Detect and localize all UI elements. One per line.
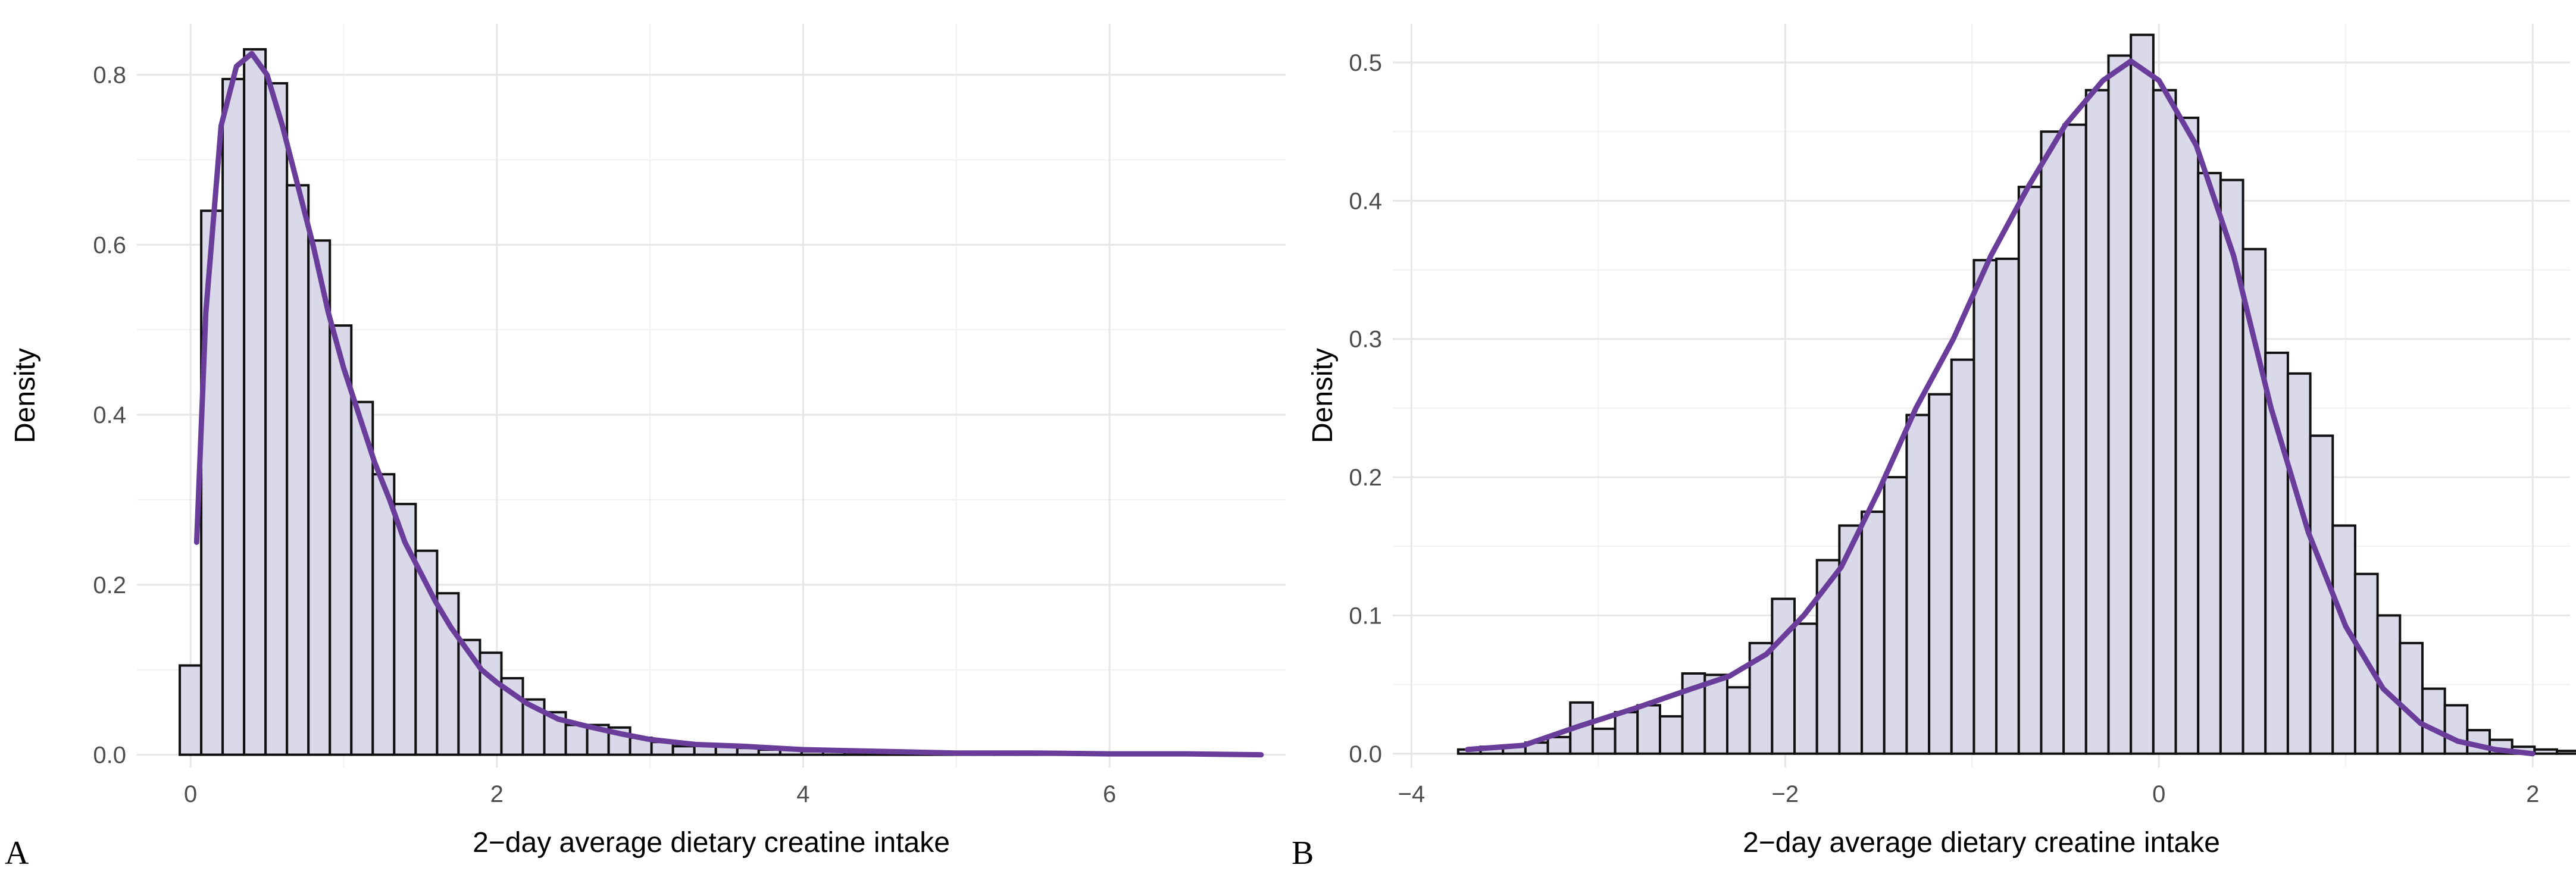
histogram-bar xyxy=(2152,89,2177,755)
histogram-bar xyxy=(1748,641,1774,755)
histogram-bar xyxy=(393,503,417,756)
histogram-bar xyxy=(371,473,396,756)
histogram-bar xyxy=(671,745,696,756)
histogram-bar xyxy=(1861,510,1886,755)
x-tick-label: −2 xyxy=(1772,781,1799,807)
x-tick-label: 4 xyxy=(796,781,809,807)
histogram-bar xyxy=(1793,622,1818,755)
density-curve xyxy=(193,51,1264,758)
histogram-bar xyxy=(329,324,353,756)
histogram-bar xyxy=(2197,171,2222,755)
histogram-bar xyxy=(564,723,589,756)
histogram-bar xyxy=(2062,123,2087,755)
y-tick-label: 0.1 xyxy=(1349,603,1382,629)
histogram-bar xyxy=(179,664,203,756)
histogram-bar xyxy=(2107,54,2133,755)
panel-label: A xyxy=(5,835,29,871)
histogram-bar xyxy=(1972,259,1998,755)
panel-a: 0.0 0.2 0.4 0.6 0.8 0 2 4 6 2−day average dietary… xyxy=(5,24,1286,871)
histogram-bar xyxy=(2533,748,2559,755)
y-tick-label: 0.0 xyxy=(93,742,126,769)
histogram-bar xyxy=(2130,33,2155,755)
x-axis-title: 2−day average dietary creatine intake xyxy=(473,827,950,859)
y-axis-title: Density xyxy=(1307,348,1339,443)
histogram-bar xyxy=(2219,178,2244,755)
x-tick-label: 2 xyxy=(490,781,504,807)
y-tick-label: 0.3 xyxy=(1349,327,1382,353)
histogram-bar xyxy=(2174,116,2200,755)
density-curve xyxy=(1465,58,2536,757)
histogram-bar xyxy=(2040,130,2065,755)
histogram-bar xyxy=(2017,186,2043,755)
x-tick-label: 0 xyxy=(184,781,197,807)
x-tick-label: 6 xyxy=(1103,781,1116,807)
histogram-bar xyxy=(1771,597,1796,755)
histogram-bar xyxy=(286,184,310,756)
histogram-bar xyxy=(2084,89,2110,755)
x-tick-label: 2 xyxy=(2526,781,2539,807)
histogram-bar xyxy=(2443,704,2469,755)
histogram-bar xyxy=(2353,572,2379,755)
y-tick-label: 0.4 xyxy=(93,402,126,428)
x-tick-label: −4 xyxy=(1398,781,1425,807)
histogram-bar xyxy=(1636,704,1661,755)
y-axis-title: Density xyxy=(10,348,41,443)
y-tick-label: 0.0 xyxy=(1349,741,1382,767)
panel-label: B xyxy=(1292,835,1314,871)
y-tick-label: 0.4 xyxy=(1349,188,1382,214)
x-axis-title: 2−day average dietary creatine intake xyxy=(1743,827,2220,859)
histogram-bar xyxy=(1995,257,2020,755)
histogram-bar xyxy=(1658,715,1684,755)
histogram-bar xyxy=(1726,686,1751,755)
histogram-bar xyxy=(1614,711,1639,755)
histogram-bar xyxy=(307,239,332,756)
y-tick-label: 0.2 xyxy=(93,572,126,599)
histogram-bar xyxy=(2242,247,2267,755)
histogram-bar xyxy=(2264,351,2289,755)
histogram-bar xyxy=(221,77,246,756)
histogram-bar xyxy=(243,48,267,756)
histogram-bar xyxy=(1905,413,1931,755)
y-tick-label: 0.8 xyxy=(93,62,126,89)
histogram-bar xyxy=(2286,372,2312,755)
histogram-bar xyxy=(1883,476,1908,755)
histogram-bar xyxy=(2421,687,2446,755)
histogram-bar xyxy=(2556,750,2576,755)
histogram-bar xyxy=(1815,559,1841,755)
histogram-bar xyxy=(1928,393,1953,755)
histogram-bar xyxy=(200,209,224,756)
histogram-bar xyxy=(1703,673,1729,755)
histogram-bar xyxy=(2399,641,2424,755)
y-tick-label: 0.2 xyxy=(1349,465,1382,491)
histogram-bar xyxy=(1591,727,1617,755)
y-tick-label: 0.6 xyxy=(93,232,126,258)
x-tick-label: 0 xyxy=(2152,781,2165,807)
histogram-bar xyxy=(1546,735,1572,755)
histogram-bar xyxy=(1950,358,1975,755)
histogram-bar xyxy=(350,400,374,756)
histogram-bar xyxy=(264,82,289,756)
histogram-bar xyxy=(2309,434,2334,755)
panel-b: 0.0 0.1 0.2 0.3 0.4 0.5 −4 −2 0 2 2−day average di… xyxy=(1292,24,2576,871)
y-tick-label: 0.5 xyxy=(1349,50,1382,76)
